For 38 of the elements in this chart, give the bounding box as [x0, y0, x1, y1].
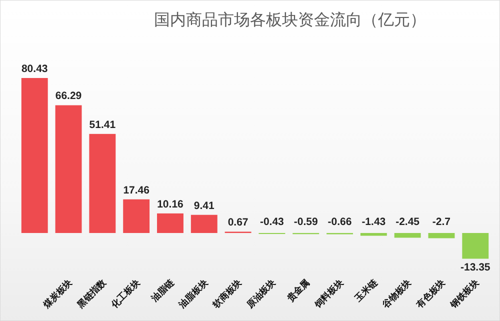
data-label: -0.43 [260, 216, 284, 228]
x-tick-label: 黑链指数 [74, 276, 110, 312]
bar [360, 233, 387, 236]
data-label: -2.45 [396, 216, 420, 228]
data-label: -0.66 [328, 216, 352, 228]
data-label: -13.35 [460, 262, 490, 274]
bar [190, 214, 218, 233]
x-tick-label: 玉米链 [352, 276, 380, 305]
x-tick-label: 油脂链 [148, 276, 178, 305]
x-tick-label: 谷物板块 [380, 277, 414, 312]
bar [394, 233, 421, 238]
data-label: 9.41 [194, 200, 215, 212]
data-label: -1.43 [362, 216, 386, 228]
x-tick-label: 化工板块 [108, 277, 142, 312]
x-tick-label: 有色板块 [414, 277, 448, 312]
bar [55, 105, 82, 233]
x-tick-label: 煤炭板块 [40, 277, 75, 312]
x-tick-label: 原油板块 [244, 277, 278, 312]
data-label: -0.59 [294, 216, 318, 228]
bar [428, 233, 455, 238]
x-tick-label: 钢铁板块 [448, 277, 482, 312]
x-tick-label: 软商板块 [210, 277, 244, 312]
chart-title: 国内商品市场各板块资金流向（亿元） [154, 10, 426, 29]
data-label: 51.41 [89, 118, 116, 131]
data-label: 80.43 [21, 63, 48, 75]
data-label: 66.29 [55, 90, 82, 102]
x-tick-label: 饲料板块 [312, 277, 346, 312]
x-tick-label: 贵金属 [284, 277, 312, 305]
bar [123, 199, 150, 233]
data-label: 0.67 [228, 216, 248, 229]
data-label: -2.7 [432, 216, 451, 228]
bar [157, 213, 184, 233]
bar [462, 233, 489, 259]
data-label: 10.16 [157, 198, 184, 210]
x-tick-label: 油脂板块 [176, 277, 210, 312]
bar [89, 134, 116, 233]
bar [21, 78, 48, 233]
data-label: 17.46 [123, 184, 150, 196]
